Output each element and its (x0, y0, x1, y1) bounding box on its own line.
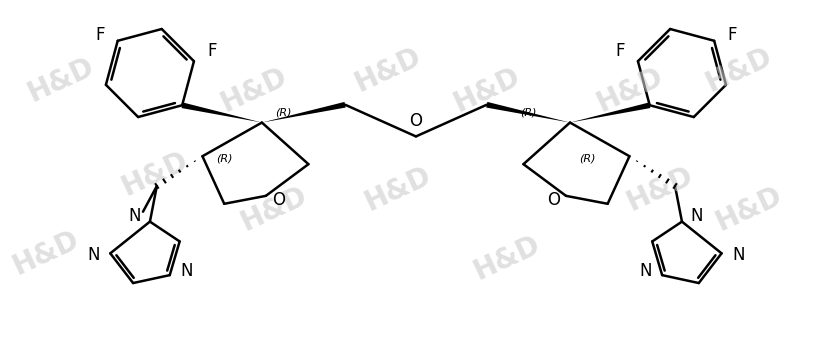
Text: H&D: H&D (8, 226, 84, 281)
Text: N: N (732, 246, 744, 264)
Text: H&D: H&D (623, 161, 698, 217)
Text: F: F (207, 42, 217, 60)
Polygon shape (570, 102, 650, 123)
Text: H&D: H&D (711, 181, 787, 236)
Text: H&D: H&D (449, 62, 524, 118)
Text: (R): (R) (580, 153, 596, 163)
Text: O: O (547, 191, 560, 209)
Text: (R): (R) (520, 108, 537, 118)
Text: (R): (R) (275, 108, 292, 118)
Text: H&D: H&D (117, 147, 193, 202)
Text: N: N (639, 262, 652, 280)
Text: F: F (95, 26, 105, 44)
Text: F: F (727, 26, 737, 44)
Text: F: F (615, 42, 625, 60)
Text: N: N (180, 262, 193, 280)
Text: H&D: H&D (701, 43, 777, 98)
Polygon shape (262, 102, 346, 123)
Polygon shape (182, 102, 262, 123)
Text: H&D: H&D (593, 62, 668, 118)
Text: H&D: H&D (360, 161, 435, 217)
Text: H&D: H&D (469, 231, 544, 286)
Text: N: N (691, 207, 703, 225)
Text: H&D: H&D (236, 181, 312, 236)
Text: O: O (272, 191, 285, 209)
Text: H&D: H&D (23, 52, 98, 107)
Text: N: N (87, 246, 100, 264)
Text: O: O (409, 112, 423, 130)
Text: N: N (129, 207, 141, 225)
Text: (R): (R) (216, 153, 232, 163)
Text: H&D: H&D (350, 43, 425, 98)
Text: H&D: H&D (216, 62, 292, 118)
Polygon shape (486, 102, 570, 123)
